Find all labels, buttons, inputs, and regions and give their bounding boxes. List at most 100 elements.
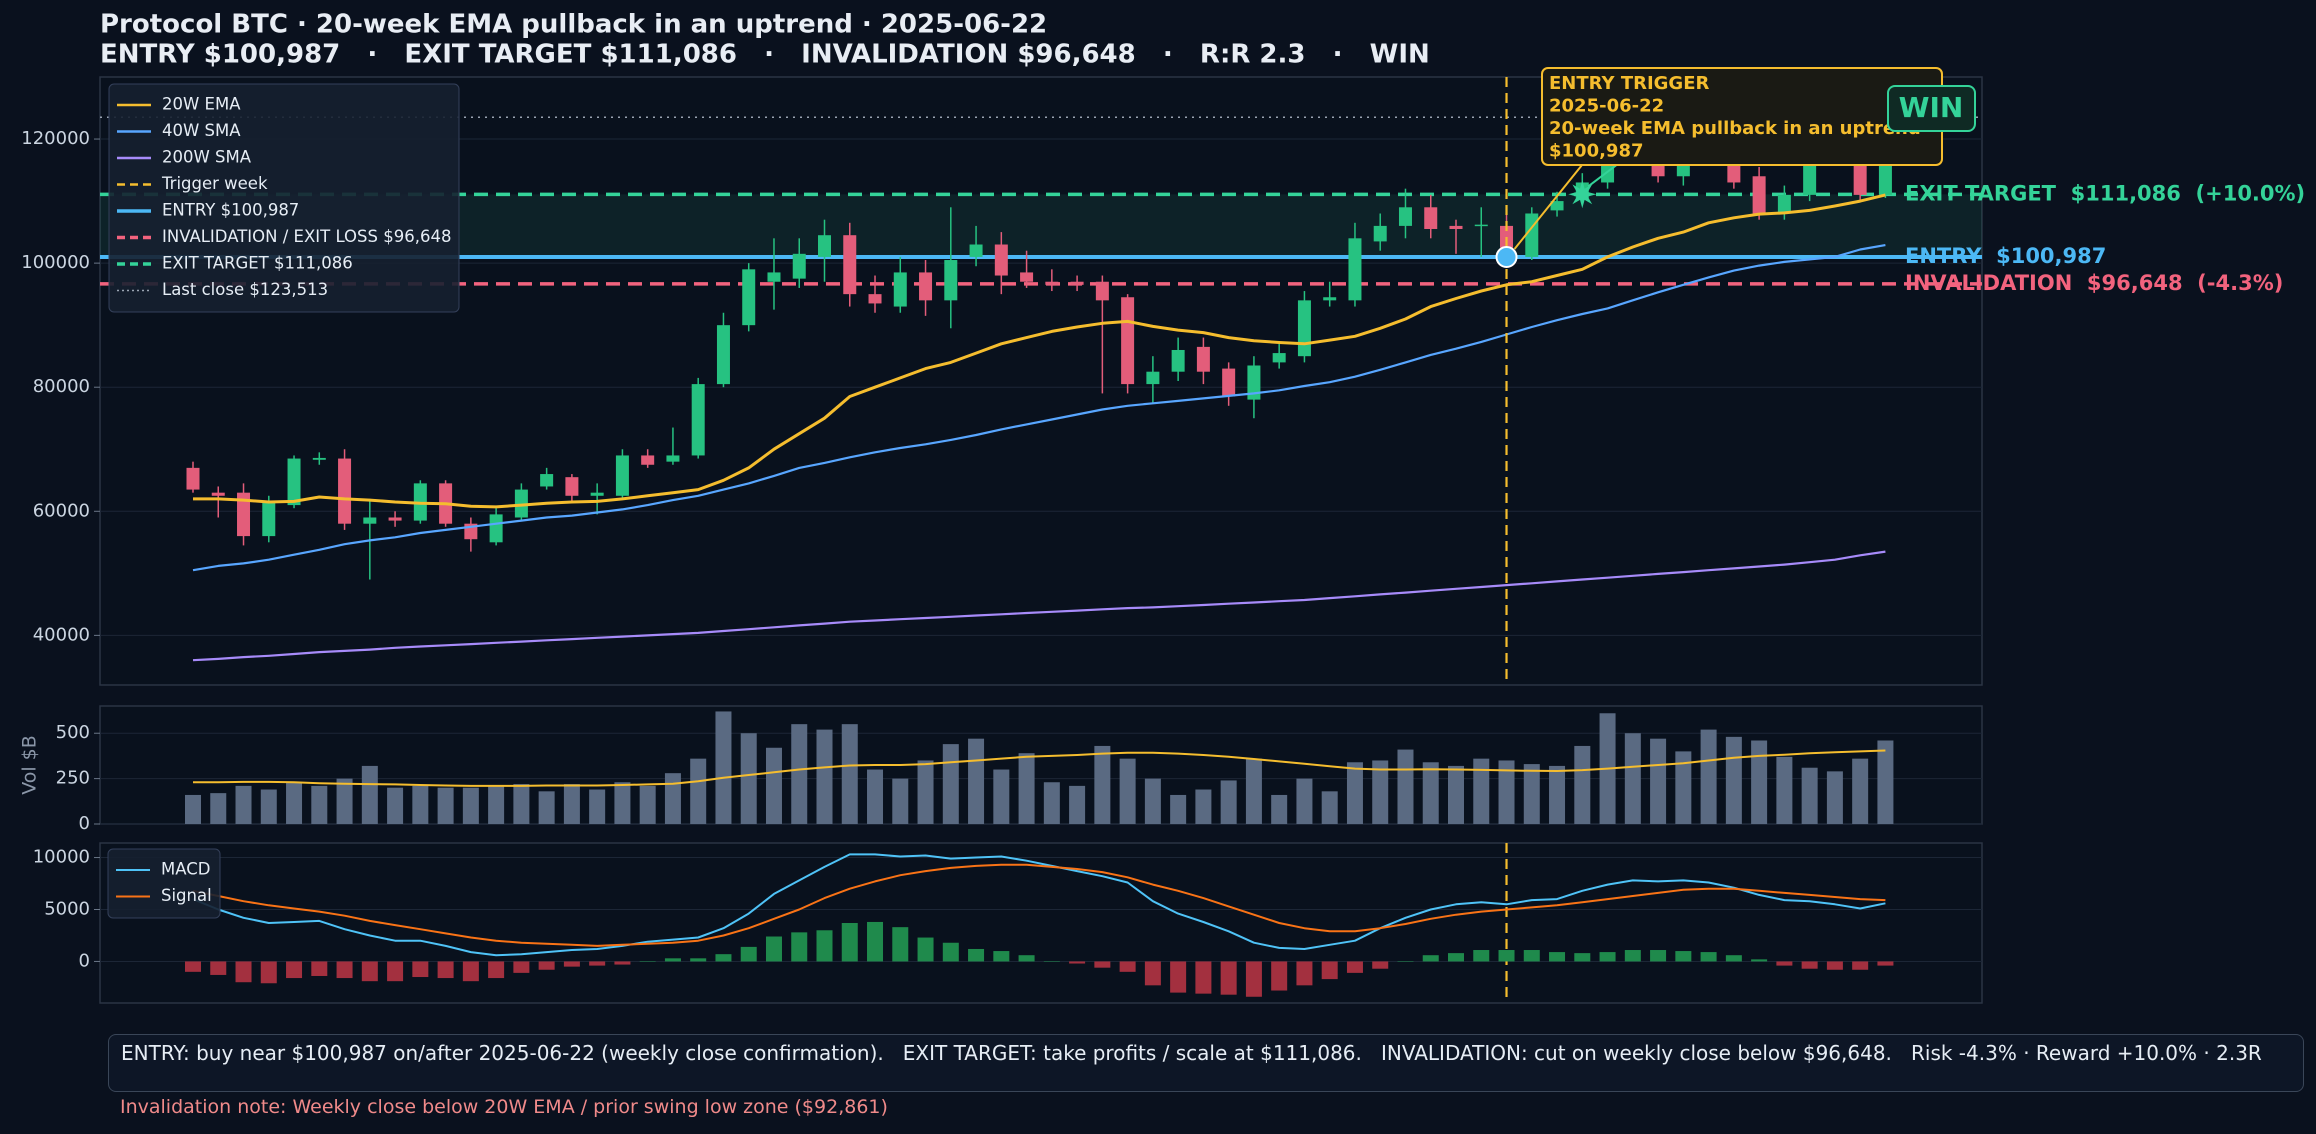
- histogram-bar: [462, 961, 479, 982]
- candle-body: [792, 253, 806, 279]
- volume-bar: [260, 789, 277, 824]
- histogram-bar: [1624, 950, 1641, 962]
- histogram-bar: [1346, 961, 1363, 973]
- volume-bar: [1675, 751, 1692, 824]
- level-label: ENTRY $100,987: [1905, 244, 2106, 268]
- histogram-bar: [1852, 961, 1869, 970]
- histogram-bar: [1776, 961, 1793, 966]
- volume-bar: [1018, 753, 1035, 824]
- candle-body: [1803, 157, 1817, 195]
- candle-body: [868, 294, 882, 304]
- candle-body: [514, 489, 528, 518]
- chart-subtitle: ENTRY $100,987 · EXIT TARGET $111,086 · …: [100, 40, 1430, 70]
- candle-body: [969, 244, 983, 257]
- histogram-bar: [1675, 951, 1692, 962]
- volume-bar: [1144, 778, 1161, 824]
- histogram-bar: [639, 961, 656, 962]
- candle-body: [691, 384, 705, 456]
- candle-body: [312, 457, 326, 460]
- legend-box: [107, 848, 221, 919]
- volume-bar: [1751, 740, 1768, 824]
- volume-bar: [1220, 780, 1237, 824]
- annotation-text: 2025-06-22: [1549, 96, 1664, 117]
- volume-bar: [361, 765, 378, 824]
- chart-title: Protocol BTC · 20-week EMA pullback in a…: [100, 10, 1047, 40]
- legend-label: MACD: [161, 860, 210, 879]
- histogram-bar: [1473, 950, 1490, 962]
- histogram-bar: [1549, 952, 1566, 962]
- candle-body: [994, 244, 1008, 276]
- volume-bar: [1069, 785, 1086, 824]
- volume-bar: [235, 785, 252, 824]
- volume-bar: [1549, 765, 1566, 824]
- volume-bar: [816, 729, 833, 824]
- y-tick-label: 60000: [33, 500, 90, 521]
- volume-bar: [1397, 749, 1414, 824]
- candle-body: [1777, 194, 1791, 214]
- histogram-bar: [715, 954, 732, 962]
- histogram-bar: [185, 961, 201, 972]
- volume-bar: [1245, 758, 1262, 824]
- histogram-bar: [1271, 961, 1288, 991]
- histogram-bar: [1321, 961, 1338, 980]
- legend-label: 40W SMA: [162, 121, 241, 140]
- histogram-bar: [387, 961, 404, 982]
- histogram-bar: [210, 961, 227, 975]
- volume-bar: [892, 778, 909, 824]
- histogram-bar: [488, 961, 505, 979]
- histogram-bar: [942, 942, 959, 962]
- volume-bar: [336, 778, 353, 824]
- histogram-bar: [513, 961, 530, 973]
- candle-body: [1222, 368, 1236, 397]
- histogram-bar: [1245, 961, 1262, 997]
- histogram-bar: [1220, 961, 1237, 995]
- histogram-bar: [1195, 961, 1212, 994]
- annotation-text: 20-week EMA pullback in an uptrend: [1549, 118, 1921, 139]
- level-label: INVALIDATION $96,648 (-4.3%): [1905, 271, 2283, 295]
- candle-body: [1474, 224, 1488, 227]
- candle-body: [716, 325, 730, 385]
- histogram-bar: [235, 961, 252, 983]
- histogram-bar: [1296, 961, 1313, 986]
- volume-bar: [664, 773, 681, 824]
- volume-bar: [1826, 771, 1843, 824]
- y-tick-label: 5000: [44, 898, 90, 919]
- candle-body: [1070, 281, 1084, 285]
- y-tick-label: 10000: [33, 847, 90, 868]
- volume-bar: [311, 785, 328, 824]
- legend-label: 20W EMA: [162, 95, 241, 114]
- volume-bar: [765, 747, 782, 824]
- volume-bar: [690, 758, 707, 824]
- badge: WIN: [1899, 91, 1964, 124]
- volume-bar: [1624, 733, 1641, 824]
- volume-bar: [1852, 758, 1869, 824]
- histogram-bar: [286, 961, 303, 979]
- line: [193, 193, 1886, 509]
- histogram-bar: [1043, 961, 1060, 962]
- histogram-bar: [841, 923, 858, 962]
- volume-bar: [1700, 729, 1717, 824]
- chart: Protocol BTC · 20-week EMA pullback in a…: [19, 10, 2305, 1004]
- volume-bar: [1321, 791, 1338, 824]
- candle-body: [1095, 281, 1109, 301]
- volume-bar: [286, 782, 303, 824]
- volume-bar: [462, 787, 479, 824]
- histogram-bar: [1826, 961, 1843, 970]
- histogram-bar: [260, 961, 277, 984]
- volume-bar: [841, 724, 858, 824]
- histogram-bar: [589, 961, 606, 966]
- histogram-bar: [816, 930, 833, 962]
- candle-body: [615, 455, 629, 496]
- histogram-bar: [765, 936, 782, 962]
- candle-body: [666, 455, 680, 462]
- histogram-bar: [361, 961, 378, 982]
- histogram-bar: [1574, 953, 1591, 962]
- histogram-bar: [993, 951, 1010, 962]
- histogram-bar: [1751, 959, 1768, 962]
- histogram-bar: [1422, 955, 1439, 962]
- y-tick-label: 250: [56, 768, 90, 789]
- candle-body: [1449, 225, 1463, 229]
- legend-box: [108, 83, 460, 313]
- histogram-bar: [563, 961, 580, 967]
